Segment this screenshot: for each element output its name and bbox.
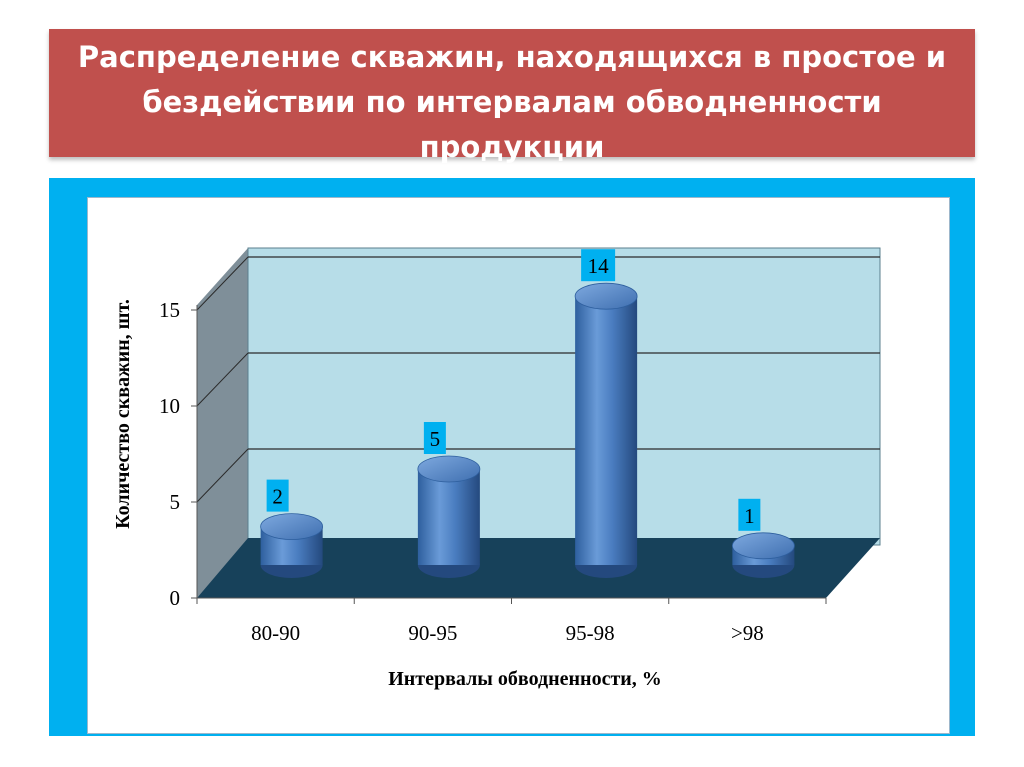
x-tick-label: >98 (731, 621, 764, 645)
bar-body (575, 296, 638, 565)
data-label: 2 (272, 485, 283, 509)
bar-body (417, 469, 480, 565)
x-tick-label: 80-90 (251, 621, 300, 645)
x-tick-label: 90-95 (408, 621, 457, 645)
x-axis-ticks: 80-90 90-95 95-98 >98 (196, 598, 827, 645)
slide-title: Распределение скважин, находящихся в про… (77, 40, 947, 164)
data-labels: 2 5 14 1 (266, 249, 761, 531)
side-wall (197, 248, 248, 598)
bar-top (574, 282, 638, 310)
bar (731, 532, 795, 578)
data-label-box (581, 249, 616, 282)
back-wall (247, 247, 881, 546)
y-axis-title: Количество скважин, шт. (112, 299, 134, 529)
x-axis-title: Интервалы обводненности, % (388, 668, 662, 690)
bar-top (731, 532, 795, 560)
y-tick-label: 10 (159, 394, 180, 418)
y-tick-label: 5 (170, 490, 181, 514)
x-tick-label: 95-98 (566, 621, 615, 645)
data-label: 14 (588, 254, 610, 278)
data-label: 1 (744, 504, 755, 528)
bar-top (417, 455, 481, 483)
data-label: 5 (430, 427, 441, 451)
data-label-box (266, 479, 289, 512)
bar (417, 455, 481, 578)
data-label-box (738, 498, 761, 531)
floor (197, 538, 880, 598)
data-label-box (423, 422, 446, 454)
y-tick-label: 15 (159, 298, 180, 322)
bar (260, 513, 324, 578)
bars (260, 282, 795, 578)
bar-top (260, 513, 324, 540)
y-axis-ticks: 0 5 10 15 (159, 298, 197, 610)
y-tick-label: 0 (170, 586, 181, 610)
gridline-side (196, 256, 249, 311)
gridline-side (196, 352, 249, 407)
title-banner: Распределение скважин, находящихся в про… (49, 29, 975, 164)
gridline-side (196, 448, 249, 503)
bar (574, 282, 638, 578)
gridlines (196, 256, 880, 503)
